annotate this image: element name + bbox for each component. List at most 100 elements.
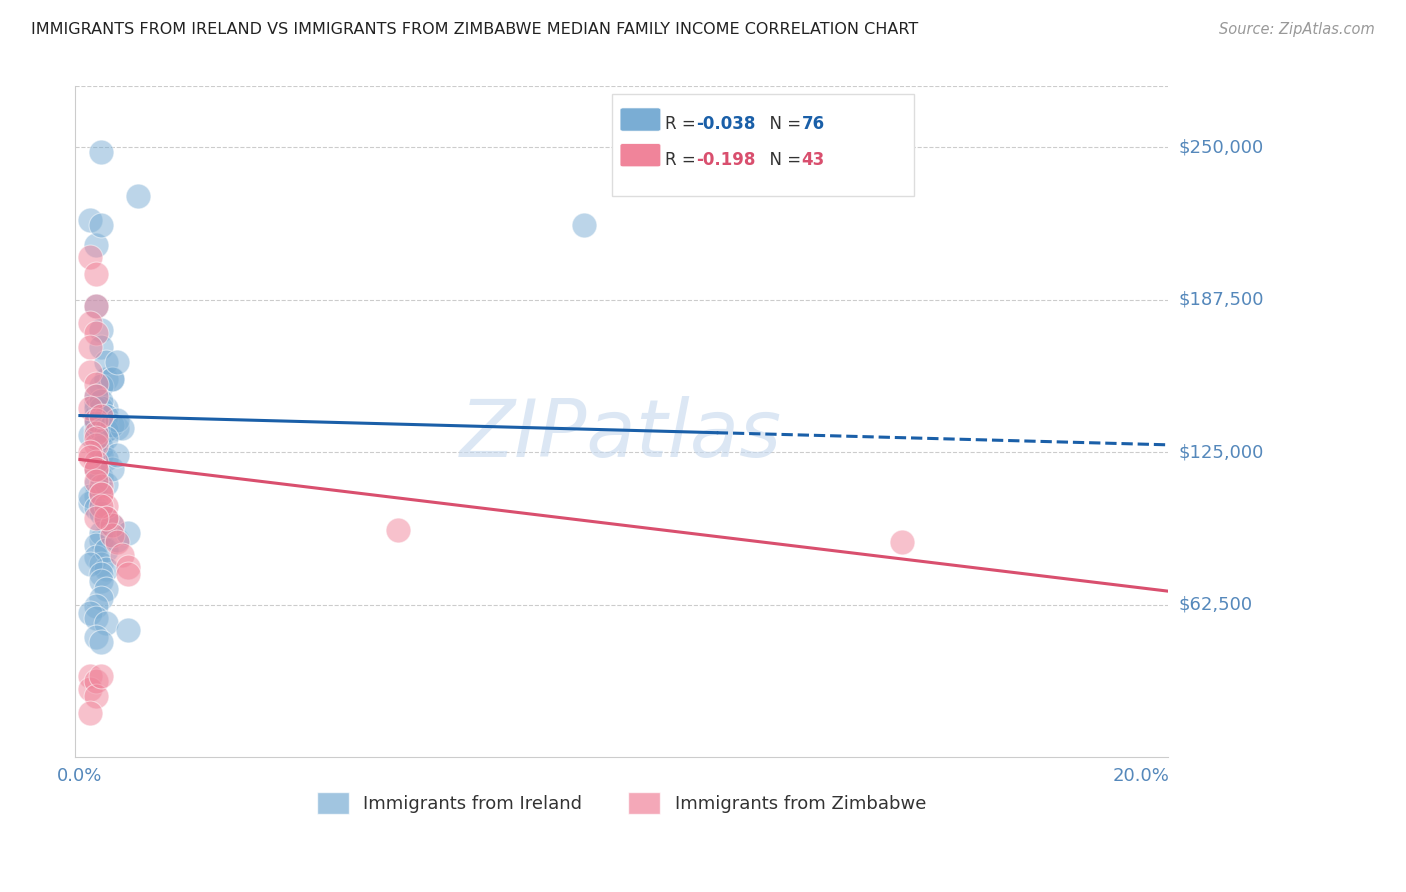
Point (105, 535, 128, 549)
Point (90, 393, 112, 408)
Point (79, 496, 101, 510)
Point (96, 409, 118, 423)
Point (100, 372, 122, 386)
Point (90, 479, 112, 493)
Point (90, 409, 112, 423)
Point (84, 326, 107, 340)
Point (117, 525, 139, 540)
Point (96, 511, 118, 525)
Point (90, 219, 112, 233)
Point (84, 430, 107, 444)
Point (84, 396, 107, 410)
Point (96, 372, 118, 386)
Point (84, 267, 107, 281)
Point (96, 511, 118, 525)
Legend: Immigrants from Ireland, Immigrants from Zimbabwe: Immigrants from Ireland, Immigrants from… (309, 785, 934, 822)
Point (117, 567, 139, 582)
Point (100, 518, 122, 533)
Point (79, 428, 101, 442)
Point (90, 440, 112, 454)
Point (84, 401, 107, 416)
Point (90, 635, 112, 649)
Point (111, 548, 134, 562)
Point (90, 506, 112, 520)
Point (79, 445, 101, 459)
Text: R =: R = (665, 151, 702, 169)
Point (84, 421, 107, 435)
Text: $125,000: $125,000 (1180, 443, 1264, 461)
Point (84, 689, 107, 703)
Point (79, 558, 101, 572)
Point (117, 623, 139, 637)
Point (84, 416, 107, 430)
Text: -0.198: -0.198 (696, 151, 755, 169)
Point (387, 523, 409, 537)
Point (90, 379, 112, 393)
Point (84, 674, 107, 689)
Point (100, 372, 122, 386)
Point (79, 316, 101, 330)
Point (96, 401, 118, 416)
Point (90, 469, 112, 483)
Text: N =: N = (759, 115, 807, 133)
Point (96, 418, 118, 433)
Point (90, 567, 112, 582)
Point (79, 669, 101, 683)
Point (100, 418, 122, 433)
Point (96, 476, 118, 491)
Point (79, 365, 101, 379)
Point (105, 448, 128, 462)
Point (79, 340, 101, 354)
Point (90, 558, 112, 572)
Text: $250,000: $250,000 (1180, 138, 1264, 156)
Point (96, 582, 118, 596)
Point (90, 533, 112, 547)
Point (84, 376, 107, 391)
Text: R =: R = (665, 115, 702, 133)
Point (96, 452, 118, 467)
Point (84, 455, 107, 469)
Point (79, 606, 101, 620)
Point (90, 323, 112, 337)
Point (90, 591, 112, 606)
Point (79, 681, 101, 696)
Point (84, 475, 107, 489)
Point (84, 476, 107, 491)
Point (100, 518, 122, 533)
Point (90, 403, 112, 417)
Point (84, 389, 107, 403)
Text: 76: 76 (801, 115, 824, 133)
Point (105, 421, 128, 435)
Point (84, 238, 107, 252)
Text: $187,500: $187,500 (1180, 291, 1264, 309)
Point (891, 535, 914, 549)
Point (79, 489, 101, 503)
Point (111, 421, 134, 435)
Text: N =: N = (759, 151, 807, 169)
Text: Source: ZipAtlas.com: Source: ZipAtlas.com (1219, 22, 1375, 37)
Point (84, 599, 107, 613)
Point (105, 533, 128, 547)
Point (84, 538, 107, 552)
Text: ZIPatlas: ZIPatlas (460, 396, 782, 474)
Point (90, 448, 112, 462)
Text: IMMIGRANTS FROM IRELAND VS IMMIGRANTS FROM ZIMBABWE MEDIAN FAMILY INCOME CORRELA: IMMIGRANTS FROM IRELAND VS IMMIGRANTS FR… (31, 22, 918, 37)
Point (117, 559, 139, 574)
Point (84, 631, 107, 645)
Point (96, 499, 118, 513)
Point (79, 250, 101, 264)
Point (84, 462, 107, 476)
Point (90, 409, 112, 423)
Text: 43: 43 (801, 151, 825, 169)
Point (90, 486, 112, 500)
Point (84, 409, 107, 423)
Point (84, 611, 107, 625)
Point (90, 499, 112, 513)
Point (96, 430, 118, 444)
Point (90, 145, 112, 160)
Point (572, 219, 595, 233)
Point (90, 525, 112, 540)
Point (84, 299, 107, 313)
Point (90, 574, 112, 589)
Point (96, 615, 118, 630)
